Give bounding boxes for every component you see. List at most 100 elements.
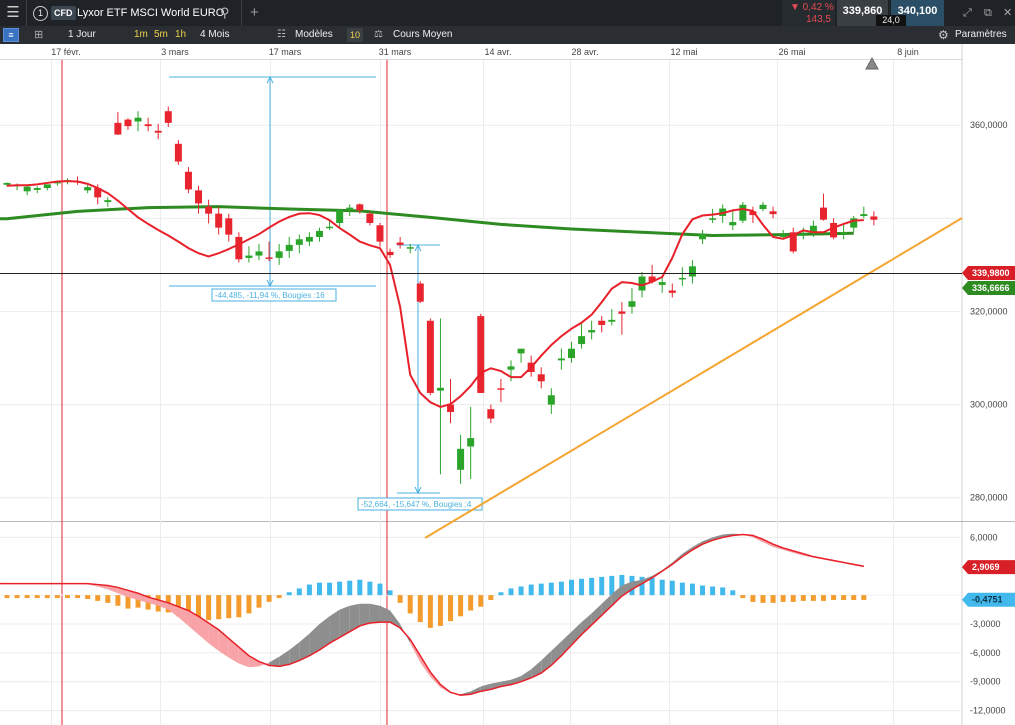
candle-body <box>648 276 656 282</box>
candle-body <box>406 247 414 249</box>
y-tick-label: 280,0000 <box>970 493 1008 503</box>
candle-body <box>215 213 223 228</box>
macd-histogram-bar <box>458 595 464 617</box>
measure-arrow <box>266 75 274 84</box>
change-absolute: 143,5 <box>805 14 831 25</box>
macd-value-label: 2,9069 <box>972 562 1000 572</box>
macd-histogram-bar <box>105 595 111 603</box>
top-bar: ☰ 1 CFD Lyxor ETF MSCI World EURO ⚲ + ▼ … <box>0 0 1015 26</box>
macd-histogram-bar <box>397 595 403 603</box>
macd-tick-label: -9,0000 <box>970 677 1001 687</box>
macd-tick-label: 6,0000 <box>970 532 998 542</box>
macd-ribbon <box>238 647 249 668</box>
candle-body <box>245 255 253 258</box>
macd-histogram-bar <box>649 577 655 596</box>
y-tick-label: 360,0000 <box>970 120 1008 130</box>
macd-histogram-bar <box>478 595 484 607</box>
sell-price-button[interactable]: 339,860 <box>837 0 888 26</box>
macd-ribbon <box>551 641 562 666</box>
scroll-marker-icon[interactable] <box>865 56 879 70</box>
support-trendline[interactable] <box>424 217 963 539</box>
macd-histogram-bar <box>659 579 665 596</box>
chart-area[interactable]: 17 févr. 3 mars 17 mars 31 mars 14 avr. 28 av… <box>0 44 1015 725</box>
sma-value-label: 336,6666 <box>972 283 1010 293</box>
macd-histogram-bar <box>4 595 10 599</box>
candle-body <box>94 188 102 198</box>
macd-histogram-bar <box>820 595 826 601</box>
macd-histogram-bar <box>95 595 101 601</box>
average-price-button[interactable]: Cours Moyen <box>393 29 453 40</box>
macd-histogram-bar <box>437 595 443 626</box>
candle-body <box>830 222 838 238</box>
price-axis: 360,0000 320,0000 300,0000 280,0000 6,0000 -3… <box>970 120 1008 715</box>
macd-histogram-bar <box>800 595 806 601</box>
x-tick-label: 17 févr. <box>51 47 81 57</box>
expand-icon[interactable]: ⤢ <box>963 7 972 19</box>
measure-arrow <box>414 486 422 495</box>
period-selector[interactable]: 1 Jour <box>68 29 96 40</box>
instrument-index-badge: 1 <box>33 6 48 21</box>
add-tab-plus-icon[interactable]: + <box>250 4 259 21</box>
macd-histogram-bar <box>599 576 605 596</box>
settings-button[interactable]: Paramètres <box>955 29 1007 40</box>
candle-body <box>557 358 565 361</box>
ten-badge[interactable]: 10 <box>347 28 364 42</box>
chart-toolbar: ≡ ⊞ 1 Jour 1m 5m 1h 4 Mois ☷ Modèles 10 … <box>0 26 1015 44</box>
candle-body <box>809 225 817 233</box>
interval-5m-button[interactable]: 5m <box>154 29 168 40</box>
trendline[interactable] <box>424 217 963 539</box>
last-price-label: 339,9800 <box>972 268 1010 278</box>
macd-ribbon <box>198 616 209 644</box>
macd-ribbon <box>561 631 572 656</box>
list-view-icon[interactable]: ≡ <box>3 28 19 42</box>
candle-body <box>84 187 92 191</box>
close-icon[interactable]: ✕ <box>1003 7 1013 19</box>
range-selector[interactable]: 4 Mois <box>200 29 230 40</box>
detach-window-icon[interactable]: ⧉ <box>984 7 992 19</box>
macd-histogram-bar <box>75 595 81 599</box>
macd-histogram-bar <box>316 582 322 596</box>
macd-histogram-bar <box>185 595 191 619</box>
ema-line <box>6 180 864 408</box>
macd-ribbon <box>299 633 310 661</box>
candle-body <box>547 395 555 405</box>
models-button[interactable]: Modèles <box>295 29 333 40</box>
average-price-icon[interactable]: ⚖ <box>374 29 383 40</box>
macd-histogram-bar <box>306 584 312 596</box>
candle-body <box>447 404 455 413</box>
candle-body <box>567 348 575 359</box>
macd-histogram-bar <box>54 595 60 599</box>
macd-ribbon <box>390 610 401 628</box>
macd-histogram-bar <box>831 595 837 600</box>
candle-body <box>608 319 616 322</box>
grid-layout-icon[interactable]: ⊞ <box>34 29 44 41</box>
interval-1m-button[interactable]: 1m <box>134 29 148 40</box>
macd-histogram-bar <box>579 578 585 596</box>
candle-body <box>658 282 666 285</box>
macd-histogram-bar <box>14 595 20 599</box>
macd-ribbon <box>470 686 481 695</box>
search-icon[interactable]: ⚲ <box>220 5 230 20</box>
gear-icon[interactable]: ⚙ <box>938 28 949 42</box>
measure-tools[interactable]: -44,485, -11,94 %, Bougies :16 -52,664, -… <box>169 75 483 511</box>
interval-1h-button[interactable]: 1h <box>175 29 187 40</box>
macd-pane <box>0 533 962 696</box>
candle-body <box>396 242 404 245</box>
candle-body <box>315 230 323 237</box>
candle-body <box>618 311 626 314</box>
candle-body <box>860 214 868 216</box>
macd-histogram-bar <box>851 595 857 600</box>
macd-ribbon <box>339 605 350 638</box>
cfd-badge: CFD <box>51 6 76 20</box>
macd-histogram-bar <box>85 595 91 599</box>
macd-ribbon <box>188 610 199 635</box>
divider <box>26 0 27 26</box>
hamburger-menu-icon[interactable]: ☰ <box>6 4 20 21</box>
models-sliders-icon[interactable]: ☷ <box>277 29 286 40</box>
macd-histogram-bar <box>548 582 554 596</box>
macd-value-label-bg <box>962 560 1015 575</box>
macd-histogram-bar <box>407 595 413 614</box>
candle-body <box>205 206 213 214</box>
macd-histogram-bar <box>841 595 847 600</box>
macd-histogram-bar <box>508 588 514 596</box>
